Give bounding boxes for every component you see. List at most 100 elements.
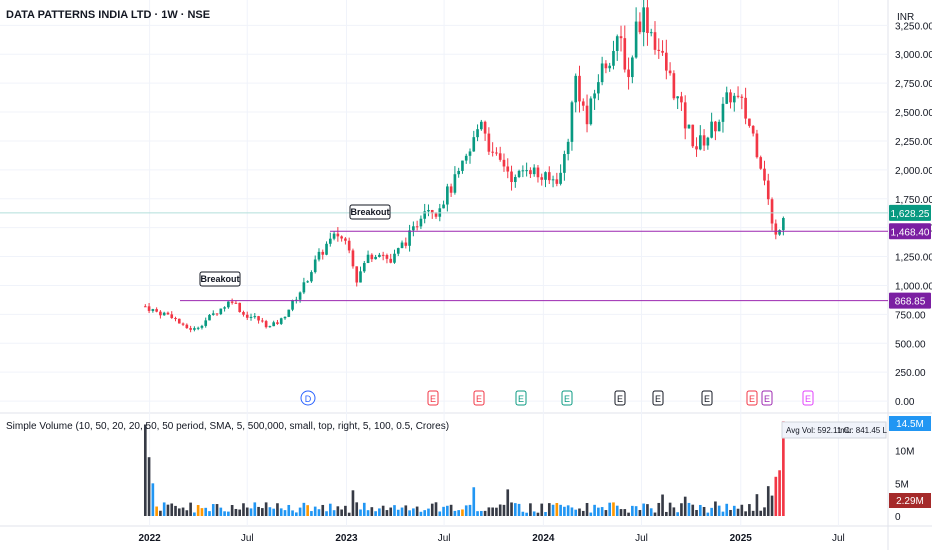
candle-body	[721, 103, 725, 122]
candle-body	[513, 177, 517, 183]
volume-bar	[200, 508, 204, 516]
x-tick-label: 2025	[730, 533, 753, 544]
candle-body	[340, 236, 343, 239]
candle-body	[665, 52, 668, 71]
candle-body	[695, 146, 698, 150]
candle-body	[593, 93, 596, 99]
volume-bar	[317, 509, 321, 516]
candle-body	[162, 312, 166, 316]
earnings-marker	[802, 390, 814, 406]
volume-bar	[385, 510, 389, 516]
candle-body	[313, 259, 317, 273]
candle-body	[208, 314, 211, 321]
volume-bar	[404, 505, 408, 516]
last-price-badge	[889, 204, 931, 221]
volume-bar	[238, 509, 242, 516]
candle-body	[770, 199, 774, 224]
volume-bar	[759, 510, 763, 516]
volume-bar	[193, 512, 196, 516]
candle-body	[264, 321, 268, 328]
candle-body	[151, 309, 155, 311]
volume-bar	[680, 503, 683, 516]
y-tick-label: 2,500.00	[895, 108, 932, 119]
candle-body	[672, 73, 676, 99]
candle-body	[740, 96, 744, 98]
earnings-marker	[652, 390, 664, 406]
candle-body	[336, 233, 340, 237]
candle-body	[483, 121, 487, 134]
candle-body	[615, 36, 619, 51]
candle-body	[321, 251, 325, 255]
volume-bar	[702, 507, 706, 516]
candle-body	[540, 177, 544, 180]
volume-bar	[672, 507, 676, 516]
candlesticks	[143, 0, 785, 333]
level-2-badge-text: 868.85	[895, 297, 926, 308]
x-tick-label: Jul	[241, 533, 254, 544]
candle-body	[230, 301, 234, 303]
volume-bar	[276, 503, 279, 516]
candle-body	[378, 254, 381, 257]
volume-bar	[763, 507, 766, 516]
candle-body	[193, 328, 196, 330]
volume-bar	[396, 509, 400, 516]
volume-tick-label: 5M	[895, 479, 909, 490]
candle-body	[328, 238, 332, 244]
candle-body	[287, 309, 291, 317]
candle-body	[143, 306, 147, 308]
volume-bar	[408, 510, 411, 516]
volume-bar	[661, 494, 664, 516]
candle-body	[419, 218, 423, 227]
volume-bar	[147, 457, 151, 516]
candle-body	[253, 316, 257, 318]
candle-body	[491, 151, 494, 153]
earnings-marker	[515, 390, 527, 406]
volume-bar	[770, 495, 774, 516]
candle-body	[272, 322, 275, 327]
volume-bar	[321, 504, 325, 516]
volume-bar	[698, 504, 702, 516]
event-marker-label: E	[704, 394, 710, 404]
volume-bar	[453, 510, 457, 516]
candle-body	[223, 307, 226, 309]
volume-bar	[351, 490, 355, 516]
volume-bar	[381, 505, 385, 516]
candle-body	[555, 179, 559, 184]
volume-bar	[449, 504, 453, 516]
volume-bar	[415, 506, 419, 516]
candle-body	[332, 233, 336, 239]
candle-body	[415, 226, 419, 228]
volume-bar	[310, 511, 313, 516]
dividend-marker	[300, 390, 316, 406]
last-volume-badge-text: 14.5M	[896, 419, 924, 430]
candle-body	[147, 306, 151, 311]
volume-bar	[419, 511, 423, 516]
candle-body	[170, 314, 174, 319]
candle-body	[211, 313, 215, 315]
candle-body	[612, 50, 615, 66]
event-marker-label: E	[655, 394, 661, 404]
volume-bar	[264, 502, 268, 516]
volume-bar	[143, 424, 147, 516]
volume-bar	[215, 504, 219, 516]
volume-bar	[483, 510, 487, 516]
volume-bar	[313, 506, 317, 516]
volume-bar	[438, 511, 442, 516]
y-tick-label: 2,000.00	[895, 166, 932, 177]
volume-bar	[427, 508, 430, 516]
candle-body	[476, 129, 479, 138]
volume-bar	[706, 512, 710, 516]
candle-body	[585, 105, 589, 125]
volume-bar	[287, 504, 291, 516]
candle-body	[242, 312, 245, 315]
volume-bar	[638, 510, 642, 516]
price-axis: 3,250.00 3,000.00 2,750.00 2,500.00 2,250.00…	[889, 12, 932, 523]
candle-body	[464, 155, 468, 161]
volume-indicator-title[interactable]: Simple Volume (10, 50, 20, 20, 50, 50 pe…	[6, 421, 450, 432]
volume-bar	[480, 510, 483, 516]
candle-body	[204, 320, 208, 326]
volume-bar	[717, 505, 721, 516]
